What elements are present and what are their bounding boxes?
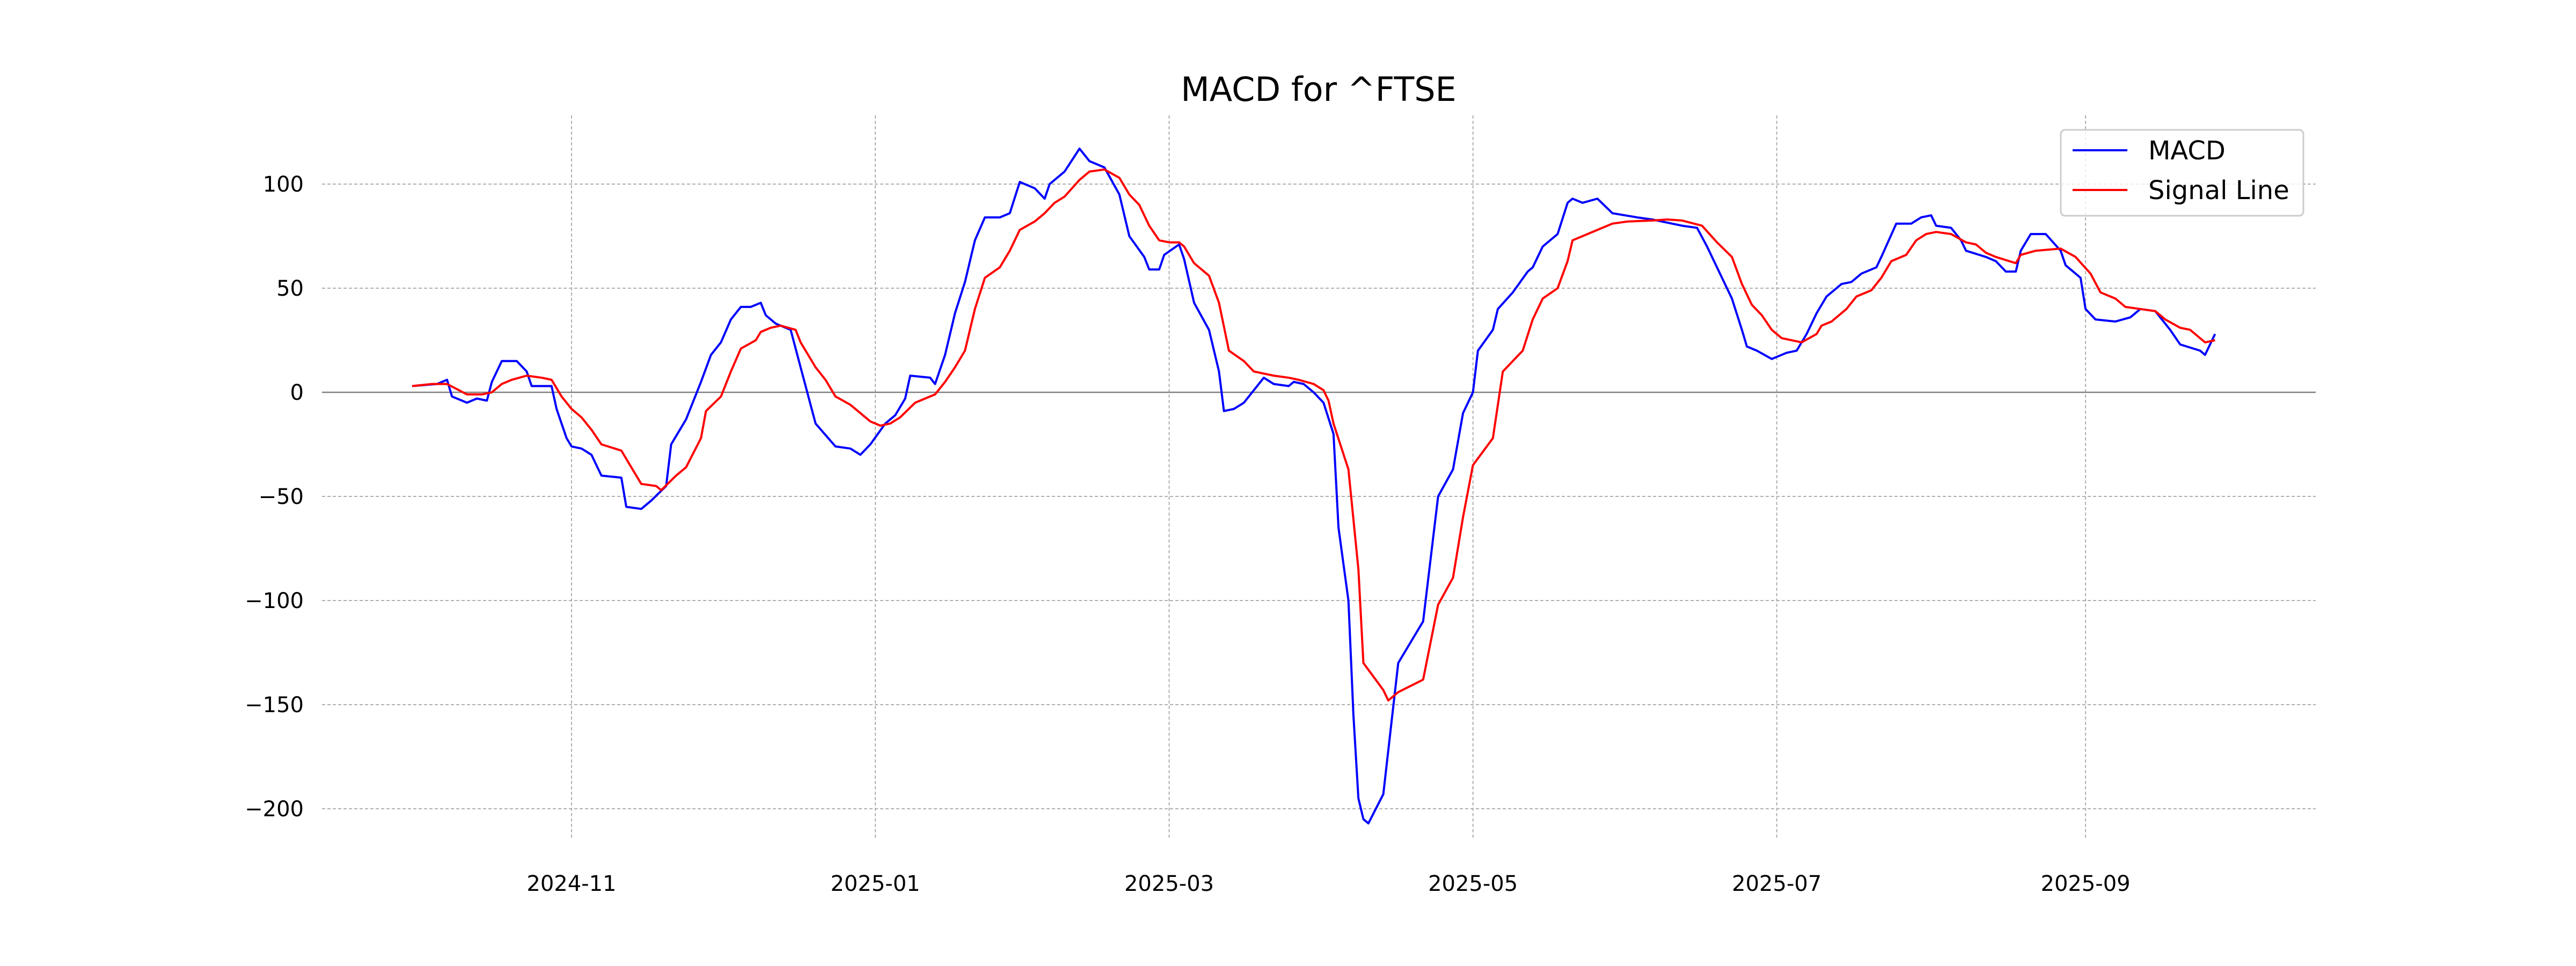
x-axis-ticks: 2024-11 2025-01 2025-03 2025-05 2025-07 2025-… (526, 872, 2130, 896)
x-tick-label: 2025-05 (1428, 872, 1518, 896)
y-tick-label: −100 (245, 589, 304, 613)
series-lines (412, 148, 2216, 825)
y-tick-label: 0 (290, 380, 304, 405)
x-tick-label: 2025-01 (830, 872, 920, 896)
y-tick-label: −150 (245, 693, 304, 718)
legend-label-macd: MACD (2148, 136, 2226, 166)
y-tick-label: −50 (259, 485, 304, 509)
x-tick-label: 2025-07 (1732, 872, 1821, 896)
x-tick-label: 2024-11 (526, 872, 616, 896)
y-tick-label: −200 (245, 797, 304, 822)
legend: MACD Signal Line (2060, 129, 2304, 217)
y-tick-label: 50 (276, 276, 304, 301)
x-tick-label: 2025-09 (2041, 872, 2131, 896)
y-axis-ticks: 100 50 0 −50 −100 −150 −200 (245, 172, 304, 822)
series-line-macd (412, 148, 2216, 825)
series-line-signal-line (412, 168, 2215, 702)
legend-label-signal-line: Signal Line (2148, 175, 2289, 206)
chart-title: MACD for ^FTSE (1181, 70, 1456, 109)
x-tick-label: 2025-03 (1124, 872, 1214, 896)
y-tick-label: 100 (263, 172, 304, 197)
